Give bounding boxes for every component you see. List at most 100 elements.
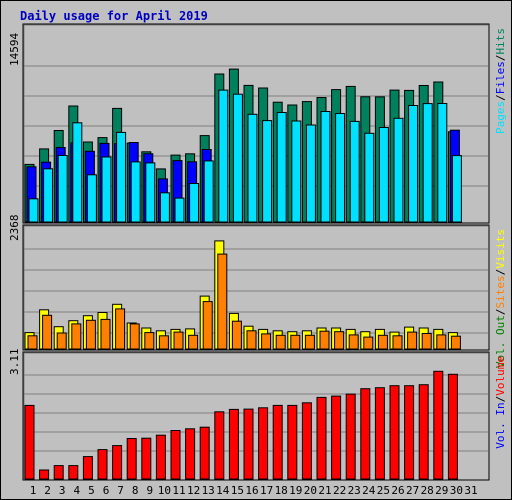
bar-sites-day-undefined xyxy=(173,331,184,350)
legend: Vol. In/Volume xyxy=(494,356,507,449)
bar-sites-day-undefined xyxy=(421,333,432,350)
bar-pages-day-3 xyxy=(57,155,68,223)
x-tick-label-31: 31 xyxy=(464,484,477,497)
bar-sites-day-undefined xyxy=(71,323,82,350)
bar-pages-day-29 xyxy=(437,103,448,223)
bar-volume-day-undefined xyxy=(126,438,137,480)
x-tick-label-20: 20 xyxy=(304,484,317,497)
x-tick-label-15: 15 xyxy=(231,484,244,497)
bar-pages-day-16 xyxy=(247,113,258,223)
legend-item-volume: Volume xyxy=(494,356,507,396)
x-tick-label-25: 25 xyxy=(377,484,390,497)
bar-pages-day-12 xyxy=(189,183,200,223)
bar-volume-day-undefined xyxy=(214,411,225,480)
bar-sites-day-undefined xyxy=(27,335,38,350)
bar-sites-day-undefined xyxy=(275,334,286,350)
x-tick-label-18: 18 xyxy=(275,484,288,497)
bar-pages-day-17 xyxy=(262,120,273,223)
bar-sites-day-undefined xyxy=(217,253,228,350)
bar-sites-day-undefined xyxy=(188,334,199,350)
legend-item-visits: Visits xyxy=(494,229,507,269)
bar-sites-day-undefined xyxy=(348,334,359,350)
bar-sites-day-undefined xyxy=(290,334,301,350)
bar-volume-day-undefined xyxy=(68,465,79,480)
bar-volume-day-undefined xyxy=(199,426,210,480)
x-tick-label-21: 21 xyxy=(318,484,331,497)
bar-volume-day-undefined xyxy=(345,393,356,480)
bar-volume-day-undefined xyxy=(39,469,50,480)
legend-separator: / xyxy=(494,55,507,62)
bar-pages-day-14 xyxy=(218,89,229,223)
x-tick-label-27: 27 xyxy=(406,484,419,497)
x-tick-label-5: 5 xyxy=(88,484,95,497)
bar-sites-day-undefined xyxy=(144,332,155,350)
bar-sites-day-undefined xyxy=(85,319,96,350)
bar-pages-day-25 xyxy=(378,127,389,223)
bar-volume-day-undefined xyxy=(331,395,342,480)
x-tick-label-4: 4 xyxy=(73,484,80,497)
bar-volume-day-undefined xyxy=(170,430,181,480)
bar-volume-day-undefined xyxy=(155,434,166,480)
bar-pages-day-1 xyxy=(28,198,39,223)
x-tick-label-19: 19 xyxy=(289,484,302,497)
bar-pages-day-6 xyxy=(101,156,112,223)
bar-volume-day-undefined xyxy=(447,373,458,480)
bar-pages-day-8 xyxy=(130,161,141,223)
bar-pages-day-19 xyxy=(291,120,302,223)
bar-pages-day-15 xyxy=(232,93,243,223)
bar-sites-day-undefined xyxy=(377,334,388,350)
legend-separator: / xyxy=(494,269,507,276)
bar-sites-day-undefined xyxy=(392,335,403,350)
bar-pages-day-11 xyxy=(174,197,185,223)
x-tick-label-2: 2 xyxy=(44,484,51,497)
bar-pages-day-10 xyxy=(159,192,170,223)
x-tick-label-10: 10 xyxy=(158,484,171,497)
x-tick-label-6: 6 xyxy=(103,484,110,497)
chart-title: Daily usage for April 2019 xyxy=(20,9,208,23)
bar-sites-day-undefined xyxy=(129,323,140,350)
bar-volume-day-undefined xyxy=(97,449,108,480)
x-tick-label-22: 22 xyxy=(333,484,346,497)
bar-sites-day-undefined xyxy=(261,333,272,350)
legend-separator: / xyxy=(494,396,507,403)
bar-volume-day-undefined xyxy=(301,402,312,480)
bar-pages-day-30 xyxy=(451,155,462,223)
bar-pages-day-7 xyxy=(116,131,127,223)
bar-volume-day-undefined xyxy=(287,404,298,480)
legend-item-vol-out: Vol. Out xyxy=(494,315,507,368)
bar-sites-day-undefined xyxy=(115,308,126,350)
bar-pages-day-18 xyxy=(276,112,287,223)
legend-item-vol-in: Vol. In xyxy=(494,402,507,448)
bar-volume-day-undefined xyxy=(316,396,327,480)
x-tick-label-28: 28 xyxy=(421,484,434,497)
bar-volume-day-undefined xyxy=(82,456,93,480)
legend-item-files: Files xyxy=(494,61,507,94)
panel-3: 3.11 Vol. In/Volume xyxy=(8,349,507,481)
bar-volume-day-undefined xyxy=(243,408,254,480)
bar-pages-day-13 xyxy=(203,160,214,223)
bar-volume-day-undefined xyxy=(53,465,64,480)
x-tick-label-17: 17 xyxy=(260,484,273,497)
bar-pages-day-28 xyxy=(422,103,433,223)
y-tick-label: 14594 xyxy=(8,33,21,66)
bar-sites-day-undefined xyxy=(319,330,330,350)
x-tick-label-26: 26 xyxy=(391,484,404,497)
bar-volume-day-undefined xyxy=(374,387,385,480)
bar-volume-day-undefined xyxy=(228,408,239,480)
bar-sites-day-undefined xyxy=(436,334,447,350)
bar-sites-day-undefined xyxy=(334,331,345,350)
legend-item-sites: Sites xyxy=(494,275,507,308)
y-tick-label: 2368 xyxy=(8,215,21,242)
x-tick-label-3: 3 xyxy=(59,484,66,497)
bar-volume-day-undefined xyxy=(141,437,152,480)
bar-sites-day-undefined xyxy=(363,336,374,350)
bar-sites-day-undefined xyxy=(450,335,461,350)
bar-sites-day-undefined xyxy=(158,335,169,350)
bar-volume-day-undefined xyxy=(360,388,371,480)
bar-volume-day-undefined xyxy=(185,428,196,480)
bar-volume-day-undefined xyxy=(112,445,123,480)
bar-volume-day-undefined xyxy=(272,404,283,480)
legend: Vol. Out/Sites/Visits xyxy=(494,229,507,368)
x-tick-label-14: 14 xyxy=(216,484,230,497)
